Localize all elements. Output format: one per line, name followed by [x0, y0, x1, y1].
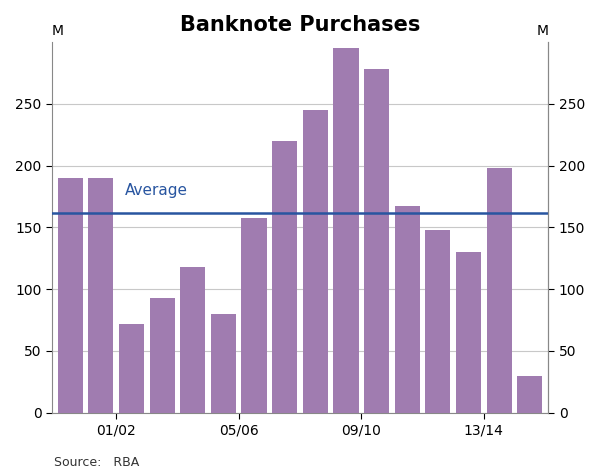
Bar	[241, 218, 266, 413]
Bar	[364, 69, 389, 413]
Bar	[395, 206, 420, 413]
Bar	[487, 168, 512, 413]
Bar	[211, 314, 236, 413]
Bar	[517, 376, 542, 413]
Text: Average: Average	[125, 183, 188, 198]
Bar	[456, 252, 481, 413]
Bar	[425, 230, 451, 413]
Bar	[88, 178, 113, 413]
Bar	[119, 324, 144, 413]
Text: M: M	[536, 24, 548, 39]
Bar	[58, 178, 83, 413]
Text: M: M	[52, 24, 64, 39]
Title: Banknote Purchases: Banknote Purchases	[180, 15, 420, 35]
Bar	[334, 49, 359, 413]
Bar	[180, 267, 205, 413]
Bar	[303, 110, 328, 413]
Bar	[149, 298, 175, 413]
Bar	[272, 141, 297, 413]
Text: Source:   RBA: Source: RBA	[54, 455, 139, 469]
